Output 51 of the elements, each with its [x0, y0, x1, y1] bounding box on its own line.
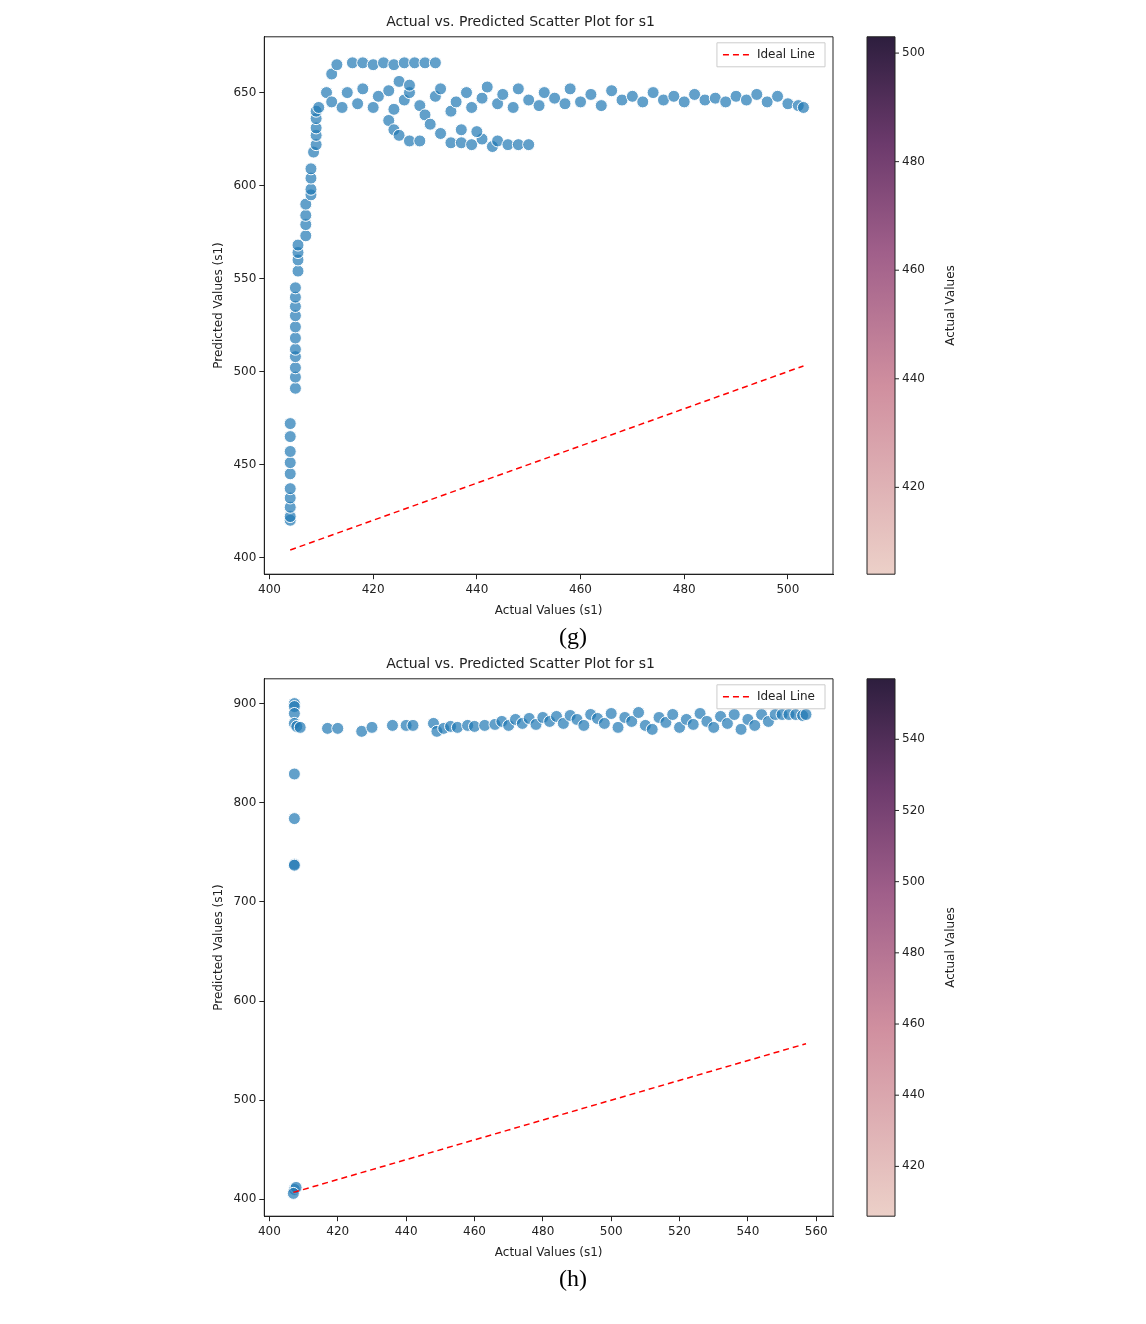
y-tick-label: 450	[233, 456, 257, 471]
text: (g)	[558, 622, 588, 650]
text: (h)	[558, 1264, 588, 1292]
y-tick-label: 600	[233, 993, 257, 1008]
color-bar-label: 460	[902, 1016, 925, 1031]
x-tick-label: 500	[599, 1223, 623, 1238]
y-tick-label: 800	[233, 794, 257, 809]
x-tick-label: 520	[668, 1223, 691, 1238]
color-bar-label: 440	[902, 1087, 925, 1102]
y-tick-label: 700	[233, 894, 257, 909]
y-tick-label: 500	[233, 1092, 257, 1107]
x-tick-label: 560	[804, 1223, 828, 1238]
x-tick-label: 480	[672, 581, 696, 596]
x-tick-label: 400	[258, 581, 281, 596]
color-bar-label: 500	[902, 45, 925, 60]
y-tick-label: 400	[233, 1191, 257, 1206]
y-axis-title: Predicted Values (s1)	[211, 884, 226, 1011]
chart-title: Actual vs. Predicted Scatter Plot for s1	[386, 13, 655, 30]
color-bar-label: 480	[902, 944, 925, 959]
color-bar-label: 460	[902, 262, 925, 277]
chart-title: Actual vs. Predicted Scatter Plot for s1	[386, 655, 655, 672]
x-tick-label: 460	[569, 581, 592, 596]
y-tick-label: 650	[233, 84, 257, 99]
x-tick-label: 400	[257, 1223, 281, 1238]
color-bar-title: Actual Values	[943, 265, 958, 346]
color-bar-label: 420	[902, 479, 925, 494]
legend-label: Ideal Line	[756, 46, 816, 61]
color-bar-label: 480	[902, 153, 925, 168]
color-bar-title: Actual Values	[943, 907, 958, 988]
legend-label: Ideal Line	[756, 688, 816, 703]
color-bar-label: 540	[902, 731, 925, 746]
x-tick-label: 460	[463, 1223, 486, 1238]
y-tick-label: 900	[233, 695, 257, 710]
x-axis-title: Actual Values (s1)	[494, 1244, 603, 1259]
color-bar-label: 420	[902, 1158, 925, 1173]
y-tick-label: 600	[233, 177, 257, 192]
color-bar-label: 520	[902, 802, 925, 817]
x-tick-label: 540	[736, 1223, 760, 1238]
x-tick-label: 480	[531, 1223, 555, 1238]
color-bar-label: 500	[902, 873, 925, 888]
y-axis-title: Predicted Values (s1)	[211, 242, 226, 369]
x-tick-label: 420	[361, 581, 385, 596]
x-tick-label: 440	[394, 1223, 418, 1238]
x-tick-label: 500	[776, 581, 800, 596]
y-tick-label: 550	[233, 270, 257, 285]
y-tick-label: 500	[233, 363, 257, 378]
color-bar-label: 440	[902, 370, 925, 385]
y-tick-label: 400	[233, 549, 257, 564]
x-tick-label: 440	[465, 581, 489, 596]
x-axis-title: Actual Values (s1)	[494, 602, 603, 617]
x-tick-label: 420	[326, 1223, 350, 1238]
